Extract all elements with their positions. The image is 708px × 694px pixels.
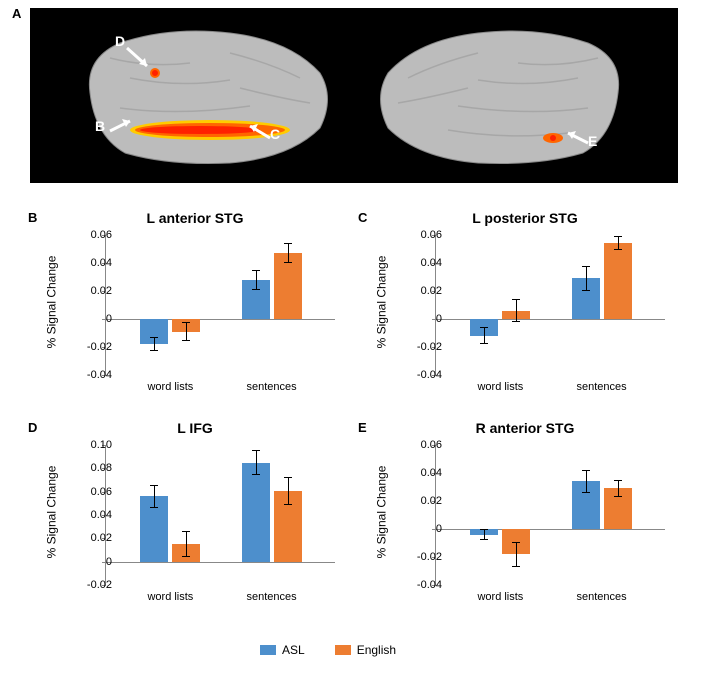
- x-tick-label: sentences: [562, 381, 642, 393]
- bar: [274, 253, 302, 319]
- chart-c-ylabel: % Signal Change: [374, 256, 388, 349]
- x-tick-label: sentences: [232, 591, 312, 603]
- chart-d: D L IFG % Signal Change word listssenten…: [40, 420, 350, 610]
- legend-asl-box: [260, 645, 276, 655]
- chart-e: E R anterior STG % Signal Change word li…: [370, 420, 680, 610]
- x-tick-label: sentences: [562, 591, 642, 603]
- chart-c-label: C: [358, 210, 367, 225]
- x-tick-label: word lists: [130, 591, 210, 603]
- legend-asl-label: ASL: [282, 643, 305, 657]
- label-B: B: [95, 118, 105, 134]
- bar: [604, 243, 632, 319]
- chart-d-ylabel: % Signal Change: [44, 466, 58, 559]
- chart-b-ylabel: % Signal Change: [44, 256, 58, 349]
- chart-c: C L posterior STG % Signal Change word l…: [370, 210, 680, 400]
- legend: ASL English: [260, 643, 396, 657]
- legend-english: English: [335, 643, 396, 657]
- chart-d-title: L IFG: [40, 420, 350, 436]
- x-tick-label: word lists: [130, 381, 210, 393]
- legend-english-box: [335, 645, 351, 655]
- label-D: D: [115, 33, 125, 49]
- chart-d-label: D: [28, 420, 37, 435]
- x-tick-label: word lists: [460, 381, 540, 393]
- chart-e-title: R anterior STG: [370, 420, 680, 436]
- chart-e-ylabel: % Signal Change: [374, 466, 388, 559]
- x-tick-label: word lists: [460, 591, 540, 603]
- x-tick-label: sentences: [232, 381, 312, 393]
- right-brain: E: [358, 18, 658, 173]
- brain-panel: D B C E: [30, 8, 678, 183]
- panel-a-label: A: [10, 6, 23, 21]
- left-brain: D B C: [50, 18, 350, 173]
- chart-e-label: E: [358, 420, 367, 435]
- chart-c-title: L posterior STG: [370, 210, 680, 226]
- chart-b-label: B: [28, 210, 37, 225]
- chart-b: B L anterior STG % Signal Change word li…: [40, 210, 350, 400]
- bar: [242, 463, 270, 562]
- legend-english-label: English: [357, 643, 396, 657]
- legend-asl: ASL: [260, 643, 305, 657]
- chart-b-title: L anterior STG: [40, 210, 350, 226]
